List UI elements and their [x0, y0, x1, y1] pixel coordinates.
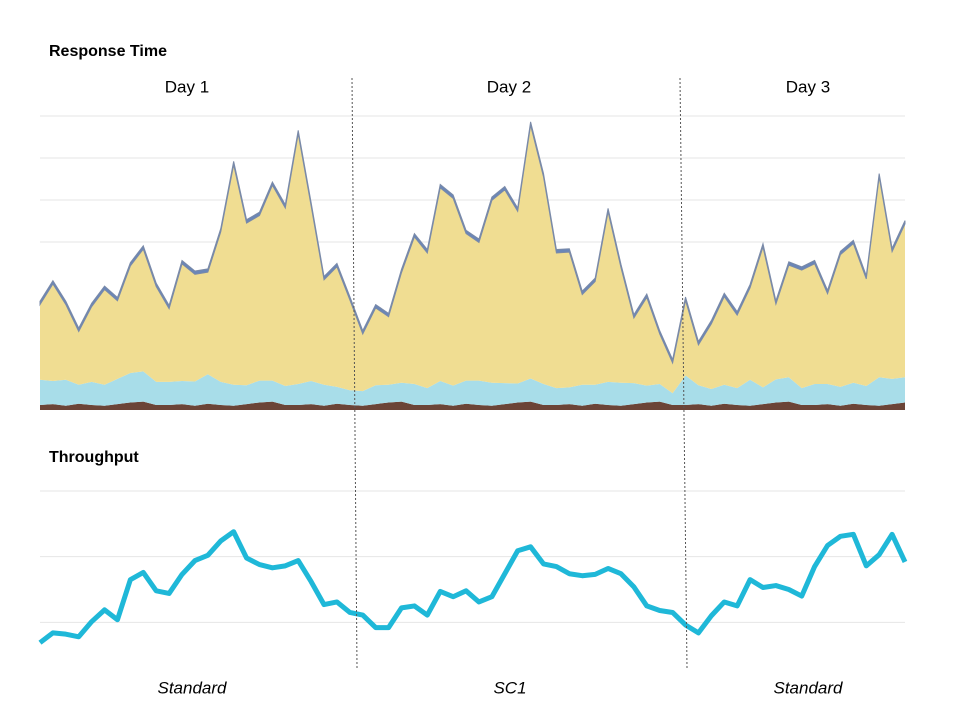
plot [38, 115, 908, 645]
area-band [39, 121, 906, 365]
day-label: Day 3 [786, 77, 830, 96]
chart-title: Throughput [49, 449, 139, 466]
day-label: Day 1 [165, 77, 209, 96]
chart-title: Response Time [49, 43, 167, 60]
config-label: SC1 [493, 678, 526, 697]
line [38, 529, 908, 645]
config-label: Standard [158, 678, 228, 697]
area-band [40, 401, 905, 410]
area-band [40, 371, 905, 406]
area-band [40, 125, 905, 394]
day-label: Day 2 [487, 77, 531, 96]
config-label: Standard [774, 678, 844, 697]
